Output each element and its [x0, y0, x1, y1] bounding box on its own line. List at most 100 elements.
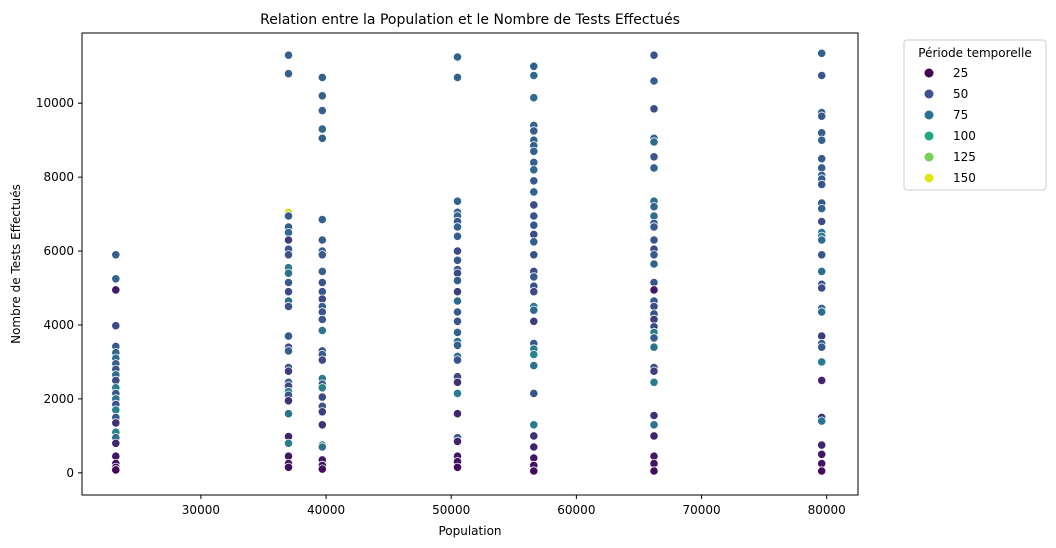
data-point: [452, 231, 463, 241]
legend-label: 125: [953, 150, 976, 164]
data-point: [529, 466, 539, 476]
y-tick-label: 4000: [43, 318, 74, 332]
data-point: [317, 325, 327, 336]
data-point: [817, 204, 827, 214]
data-point: [649, 104, 659, 114]
data-point: [817, 216, 827, 227]
data-point: [529, 165, 539, 175]
data-point: [452, 275, 463, 286]
data-point: [529, 287, 539, 297]
data-point: [111, 438, 121, 448]
y-tick-label: 10000: [36, 96, 74, 110]
data-point: [283, 287, 294, 297]
data-point: [529, 349, 539, 360]
data-point: [452, 409, 463, 419]
data-point: [111, 274, 121, 284]
data-point: [649, 285, 659, 295]
x-axis: 30000 40000 50000 60000 70000 80000: [182, 495, 846, 517]
data-point: [283, 301, 294, 312]
legend-box: [903, 39, 1047, 191]
data-point: [649, 420, 659, 430]
data-point: [317, 266, 327, 276]
data-point: [452, 436, 463, 446]
data-point: [452, 388, 463, 398]
data-point: [452, 377, 463, 387]
data-point: [317, 235, 327, 245]
data-point: [817, 70, 827, 81]
data-point: [452, 340, 463, 350]
data-point: [649, 333, 659, 343]
data-point: [111, 250, 121, 260]
data-point: [649, 250, 659, 260]
data-point: [111, 465, 121, 475]
data-point: [317, 314, 327, 324]
data-point: [649, 259, 659, 269]
data-point: [649, 431, 659, 441]
data-point: [529, 220, 539, 230]
data-point: [649, 50, 659, 60]
data-point: [317, 91, 327, 101]
data-point: [649, 410, 659, 421]
y-tick-label: 6000: [43, 244, 74, 258]
data-point: [649, 366, 659, 376]
data-point: [817, 375, 827, 385]
data-point: [111, 321, 121, 331]
y-tick-label: 8000: [43, 170, 74, 184]
data-point: [817, 449, 827, 459]
y-axis-title: Nombre de Tests Effectués: [9, 184, 23, 344]
data-point: [317, 355, 327, 365]
data-point: [283, 396, 294, 406]
data-point: [817, 266, 827, 276]
data-point: [317, 407, 327, 417]
data-point: [529, 126, 539, 136]
data-point: [529, 70, 539, 81]
data-point: [317, 215, 327, 225]
data-point: [529, 250, 539, 260]
data-point: [529, 272, 539, 282]
chart-title: Relation entre la Population et le Nombr…: [260, 12, 680, 28]
data-point: [649, 342, 659, 352]
data-point: [317, 72, 327, 83]
legend-label: 75: [953, 108, 968, 122]
data-point: [529, 200, 539, 210]
data-point: [817, 342, 827, 352]
data-point: [452, 196, 463, 206]
data-point: [817, 154, 827, 164]
data-point: [817, 440, 827, 450]
data-point: [283, 69, 294, 79]
data-point: [817, 416, 827, 426]
data-point: [529, 146, 539, 156]
data-point: [317, 392, 327, 402]
x-tick-label: 30000: [182, 503, 220, 517]
data-point: [529, 388, 539, 398]
data-point: [283, 235, 294, 245]
data-point: [529, 420, 539, 430]
legend-label: 25: [953, 66, 968, 80]
x-tick-label: 50000: [432, 503, 470, 517]
legend-title: Période temporelle: [918, 46, 1031, 60]
data-point: [452, 307, 463, 317]
x-axis-title: Population: [438, 524, 501, 538]
data-point: [529, 93, 539, 103]
legend: Période temporelle 25 50 75 100 125 150: [903, 39, 1047, 191]
data-point: [452, 296, 463, 306]
data-point: [283, 331, 294, 341]
data-point: [817, 307, 827, 317]
data-point: [649, 137, 659, 147]
data-point: [529, 360, 539, 371]
data-point: [817, 135, 827, 145]
data-point: [529, 187, 539, 197]
legend-marker: [924, 152, 934, 162]
data-point: [817, 48, 827, 58]
data-point: [317, 383, 327, 393]
data-point: [649, 152, 659, 162]
data-point: [529, 237, 539, 247]
data-point: [283, 268, 294, 278]
data-point: [317, 250, 327, 260]
legend-marker: [924, 68, 934, 78]
legend-marker: [924, 173, 934, 183]
data-point: [317, 464, 327, 474]
plot-area-frame: [81, 32, 859, 496]
